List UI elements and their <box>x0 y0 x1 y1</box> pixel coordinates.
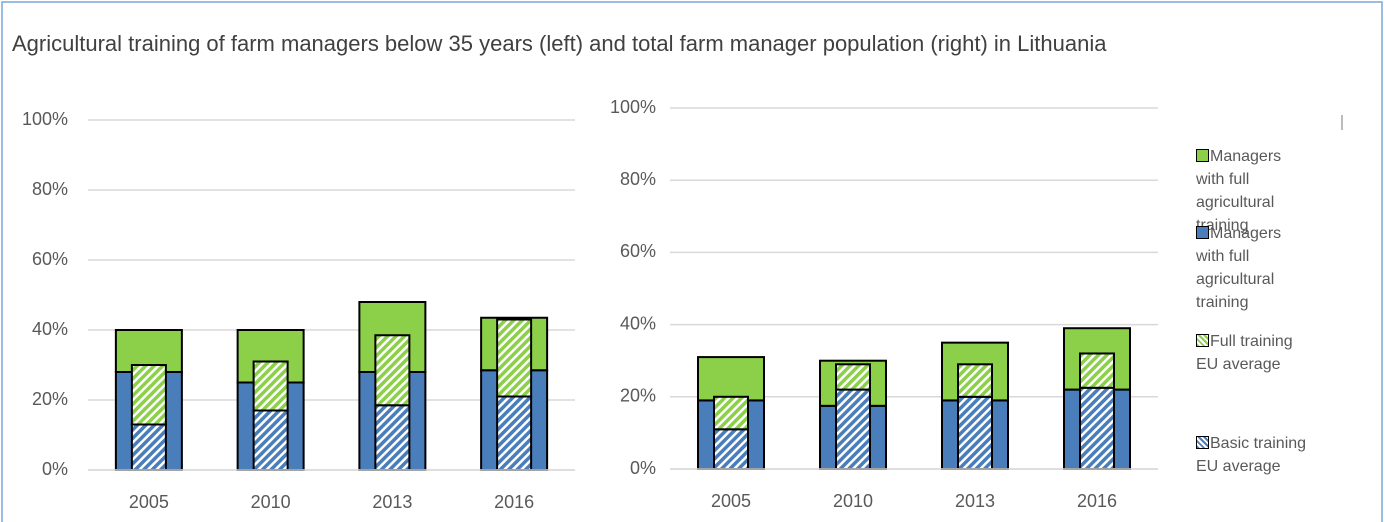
chart-title: Agricultural training of farm managers b… <box>12 31 1107 56</box>
eu-bar-segment <box>835 388 871 470</box>
y-tick-label: 20% <box>620 386 656 406</box>
x-tick-label: 2013 <box>955 491 995 511</box>
legend-item: Basic training EU average <box>1196 432 1314 478</box>
legend-swatch <box>1196 334 1209 347</box>
legend-label: Managers with full agricultural training <box>1196 225 1282 311</box>
y-tick-label: 100% <box>22 109 68 129</box>
legend-item: Managers with full agricultural training <box>1196 222 1314 314</box>
eu-bar-segment <box>496 395 533 471</box>
bar-segment <box>697 356 765 402</box>
legend-swatch <box>1196 436 1209 449</box>
legend-item: Full training EU average <box>1196 330 1314 376</box>
x-tick-label: 2005 <box>129 492 169 512</box>
eu-bar-segment <box>496 318 533 398</box>
legend-label: Full training EU average <box>1196 333 1293 373</box>
eu-bar-segment <box>130 364 167 426</box>
y-tick-label: 0% <box>42 459 68 479</box>
eu-bar-segment <box>252 360 289 412</box>
y-tick-label: 80% <box>620 169 656 189</box>
eu-bar-segment <box>957 363 993 398</box>
y-tick-label: 0% <box>630 458 656 478</box>
eu-bar-segment <box>1079 352 1115 389</box>
x-tick-label: 2010 <box>833 491 873 511</box>
eu-bar-segment <box>957 395 993 470</box>
y-tick-label: 20% <box>32 389 68 409</box>
eu-bar-segment <box>713 428 749 471</box>
eu-bar-segment <box>252 409 289 471</box>
legend-swatch <box>1196 149 1209 162</box>
legend-label: Basic training EU average <box>1196 435 1307 475</box>
x-tick-label: 2016 <box>494 492 534 512</box>
eu-bar-segment <box>835 363 871 391</box>
x-tick-label: 2013 <box>372 492 412 512</box>
eu-bar-segment <box>374 334 411 407</box>
x-tick-label: 2016 <box>1077 491 1117 511</box>
y-tick-label: 60% <box>32 249 68 269</box>
x-tick-label: 2005 <box>711 491 751 511</box>
eu-bar-segment <box>713 395 749 431</box>
y-tick-label: 40% <box>32 319 68 339</box>
eu-bar-segment <box>374 404 411 471</box>
eu-bar-segment <box>130 423 167 471</box>
y-tick-label: 60% <box>620 241 656 261</box>
y-tick-label: 40% <box>620 313 656 333</box>
legend-item: Managers with full agricultural training <box>1196 145 1314 237</box>
legend-label: Managers with full agricultural training <box>1196 148 1282 234</box>
legend-swatch <box>1196 226 1209 239</box>
y-tick-label: 100% <box>610 97 656 117</box>
eu-bar-segment <box>1079 386 1115 470</box>
x-tick-label: 2010 <box>251 492 291 512</box>
y-tick-label: 80% <box>32 179 68 199</box>
